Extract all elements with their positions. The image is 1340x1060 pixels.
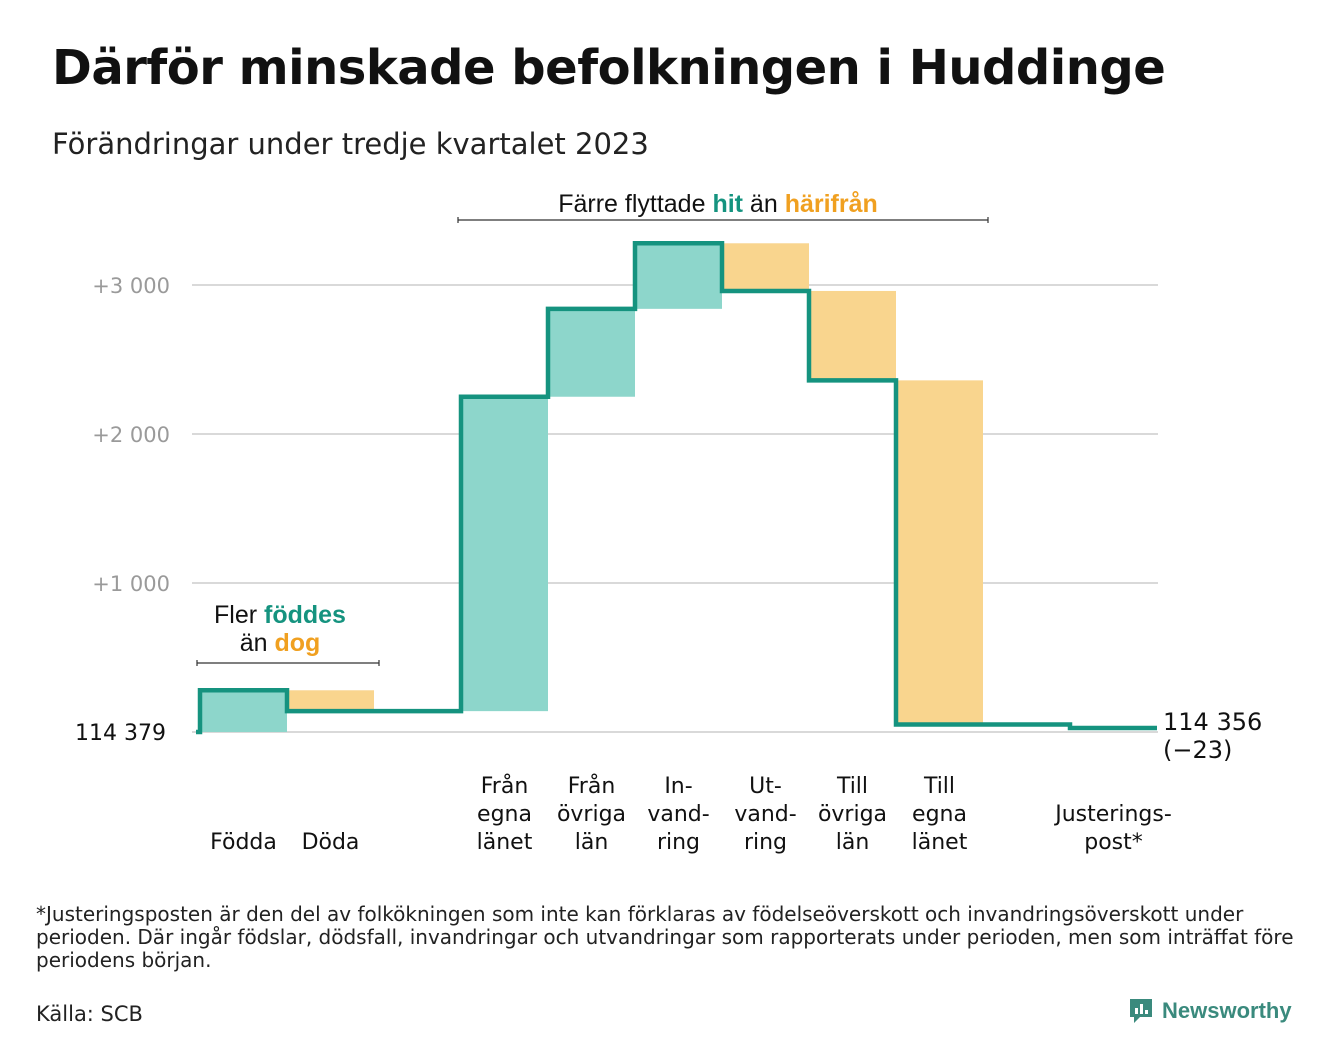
end-change-label: (−23)	[1163, 736, 1232, 764]
footnote: *Justeringsposten är den del av folkökni…	[36, 902, 1294, 972]
y-tick-label: +2 000	[92, 423, 170, 447]
end-value-label: 114 356	[1163, 708, 1262, 736]
inflow-bar	[200, 690, 287, 732]
category-label: Från	[481, 773, 529, 799]
newsworthy-logo-icon	[1130, 999, 1152, 1023]
category-label: egna	[912, 802, 967, 827]
category-label: In-	[664, 774, 692, 799]
start-value-label: 114 379	[75, 721, 166, 746]
category-label: ring	[744, 830, 787, 855]
migration-annotation: Färre flyttade hit än härifrån	[558, 190, 878, 218]
newsworthy-logo[interactable]: Newsworthy	[1128, 997, 1292, 1025]
category-label: Födda	[210, 830, 277, 855]
category-label: vand-	[647, 802, 709, 827]
category-label: post*	[1084, 830, 1143, 855]
chart-title: Därför minskade befolkningen i Huddinge	[52, 40, 1166, 96]
category-label: vand-	[734, 802, 796, 827]
newsworthy-logo-text: Newsworthy	[1162, 998, 1292, 1023]
inflow-bar	[548, 308, 635, 397]
category-label: Döda	[302, 830, 360, 855]
category-label: Till	[836, 774, 868, 799]
category-label: egna	[477, 802, 532, 827]
outflow-bar	[722, 243, 809, 291]
chart-subtitle: Förändringar under tredje kvartalet 2023	[52, 127, 649, 161]
category-label: länet	[477, 830, 533, 855]
outflow-bar	[809, 290, 896, 381]
category-label: Justerings-	[1053, 802, 1172, 827]
category-label: Från	[568, 773, 616, 799]
category-label: länet	[912, 830, 968, 855]
outflow-bar	[287, 690, 374, 712]
grid-layer: +1 000 +2 000 +3 000	[92, 274, 1158, 733]
waterfall-chart: +1 000 +2 000 +3 000 114 379 Födda Döda Från e…	[75, 190, 1262, 855]
category-label: län	[575, 830, 609, 855]
source-note: Källa: SCB	[36, 1002, 143, 1026]
deaths-annotation: än dog	[240, 629, 321, 657]
births-annotation: Fler föddes	[214, 601, 346, 629]
category-label: län	[836, 830, 870, 855]
category-label: Till	[923, 774, 955, 799]
category-label: övriga	[818, 802, 887, 827]
y-tick-label: +3 000	[92, 274, 170, 298]
inflow-bar	[461, 396, 548, 712]
category-label: övriga	[557, 802, 626, 827]
category-label: Ut-	[749, 774, 782, 799]
inflow-bar	[635, 243, 722, 309]
outflow-bar	[896, 380, 983, 725]
cumulative-step-line	[196, 241, 1157, 735]
bar-layer	[200, 243, 983, 732]
step-line-layer	[196, 241, 1157, 735]
y-tick-label: +1 000	[92, 572, 170, 596]
category-label: ring	[657, 830, 700, 855]
